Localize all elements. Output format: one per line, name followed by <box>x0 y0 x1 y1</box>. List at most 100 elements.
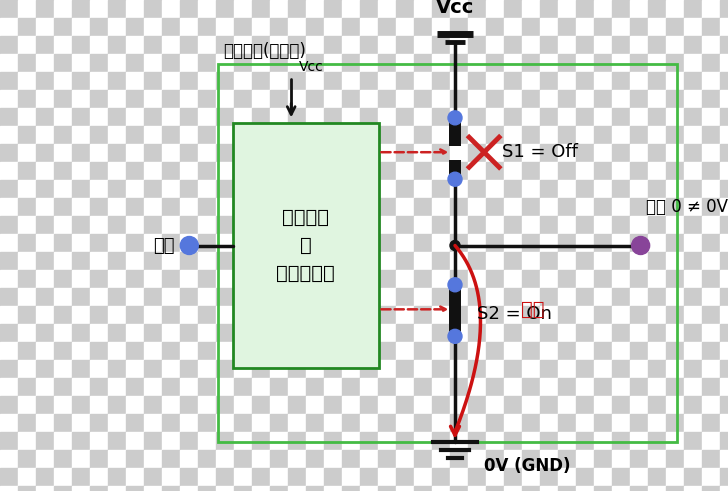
Bar <box>504 108 522 126</box>
Bar <box>594 414 612 432</box>
Bar <box>666 36 684 54</box>
Bar <box>126 324 144 342</box>
Bar <box>666 72 684 90</box>
Bar <box>198 234 216 252</box>
Bar <box>162 162 180 180</box>
Bar <box>162 90 180 108</box>
Bar <box>54 342 72 360</box>
Bar <box>0 198 18 216</box>
Bar <box>72 432 90 450</box>
Bar <box>198 324 216 342</box>
Bar <box>324 36 342 54</box>
Bar <box>720 162 728 180</box>
Bar <box>576 252 594 270</box>
Bar <box>72 36 90 54</box>
Bar <box>450 306 468 324</box>
Bar <box>378 234 396 252</box>
Bar <box>720 72 728 90</box>
Bar <box>576 306 594 324</box>
Bar <box>18 144 36 162</box>
Bar <box>684 54 702 72</box>
Bar <box>234 468 252 486</box>
Bar <box>450 108 468 126</box>
Bar <box>18 486 36 491</box>
Bar <box>540 18 558 36</box>
Bar <box>432 432 450 450</box>
Bar <box>449 282 461 339</box>
Bar <box>612 54 630 72</box>
Bar <box>36 216 54 234</box>
Bar <box>162 72 180 90</box>
Bar <box>522 288 540 306</box>
Bar <box>684 360 702 378</box>
Bar <box>432 396 450 414</box>
Bar <box>486 162 504 180</box>
Bar <box>180 18 198 36</box>
Bar <box>558 324 576 342</box>
Bar <box>558 378 576 396</box>
Bar <box>558 180 576 198</box>
Bar <box>216 90 234 108</box>
Bar <box>684 270 702 288</box>
Bar <box>144 180 162 198</box>
Bar <box>270 0 288 18</box>
Bar <box>144 144 162 162</box>
Bar <box>522 144 540 162</box>
Bar <box>558 360 576 378</box>
Bar <box>216 360 234 378</box>
Bar <box>702 36 720 54</box>
Bar <box>18 18 36 36</box>
Bar <box>342 126 360 144</box>
Bar <box>72 270 90 288</box>
Bar <box>702 72 720 90</box>
Bar <box>594 126 612 144</box>
Bar <box>342 468 360 486</box>
Bar <box>90 378 108 396</box>
Bar <box>108 90 126 108</box>
Bar <box>378 0 396 18</box>
Bar <box>306 324 324 342</box>
Bar <box>234 108 252 126</box>
Bar <box>612 234 630 252</box>
Bar <box>36 144 54 162</box>
Bar <box>666 108 684 126</box>
Bar <box>198 396 216 414</box>
Bar <box>594 90 612 108</box>
Bar <box>324 288 342 306</box>
Bar <box>72 306 90 324</box>
Bar <box>270 180 288 198</box>
Bar <box>90 270 108 288</box>
Bar <box>306 360 324 378</box>
Bar <box>666 18 684 36</box>
Bar <box>684 72 702 90</box>
Bar <box>0 126 18 144</box>
Bar <box>522 108 540 126</box>
Bar <box>449 160 461 179</box>
Bar <box>396 126 414 144</box>
Bar <box>702 288 720 306</box>
Bar <box>378 72 396 90</box>
Bar <box>306 306 324 324</box>
Bar <box>378 432 396 450</box>
Bar <box>468 180 486 198</box>
Bar <box>288 126 306 144</box>
Bar <box>234 180 252 198</box>
Bar <box>360 216 378 234</box>
Bar <box>630 72 648 90</box>
Bar <box>198 72 216 90</box>
Bar <box>306 18 324 36</box>
Bar <box>18 72 36 90</box>
Bar <box>612 90 630 108</box>
Bar <box>90 486 108 491</box>
Bar <box>360 90 378 108</box>
Bar <box>504 432 522 450</box>
Bar <box>234 378 252 396</box>
Bar <box>648 414 666 432</box>
Bar <box>486 72 504 90</box>
Bar <box>630 360 648 378</box>
Bar <box>576 198 594 216</box>
Bar <box>648 306 666 324</box>
Bar <box>270 36 288 54</box>
Bar <box>270 252 288 270</box>
Bar <box>378 144 396 162</box>
